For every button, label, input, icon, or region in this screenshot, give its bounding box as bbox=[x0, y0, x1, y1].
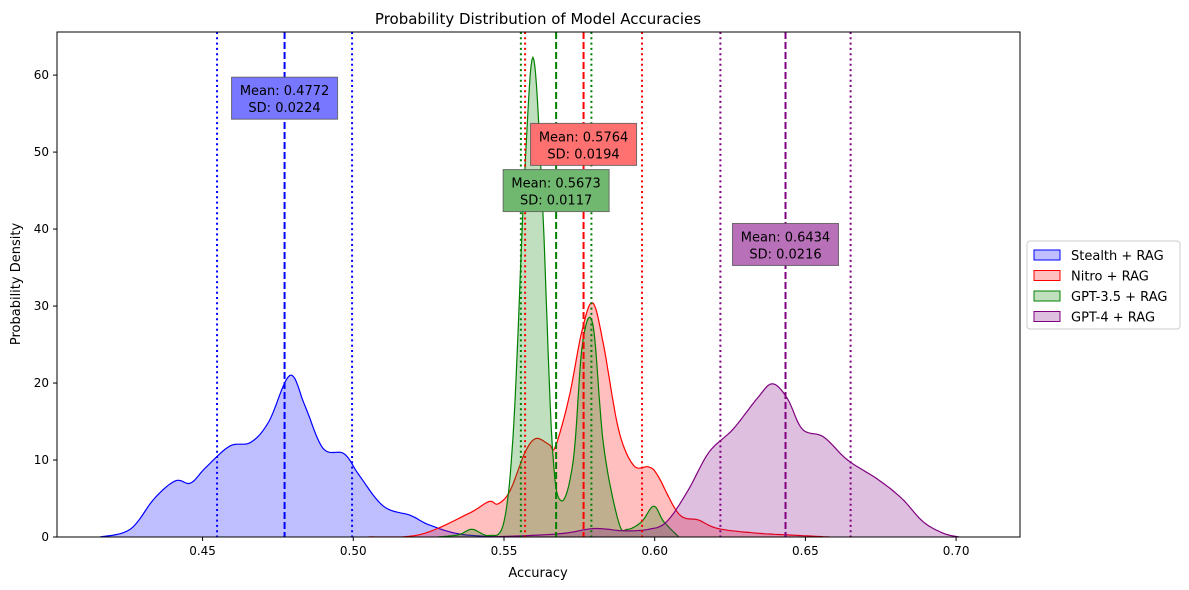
annotation-sd-3: SD: 0.0216 bbox=[749, 247, 821, 262]
annotation-box-2 bbox=[502, 169, 610, 213]
annotation-mean-3: Mean: 0.6434 bbox=[741, 230, 830, 245]
annotation-sd-1: SD: 0.0194 bbox=[547, 147, 619, 162]
x-tick-label-2: 0.55 bbox=[491, 544, 518, 558]
density-line-2 bbox=[437, 55, 680, 537]
y-tick-label-3: 30 bbox=[34, 299, 49, 313]
annotation-mean-2: Mean: 0.5673 bbox=[511, 177, 600, 192]
x-tick-label-4: 0.65 bbox=[792, 544, 819, 558]
legend-label-0: Stealth + RAG bbox=[1071, 249, 1164, 264]
y-tick-label-2: 20 bbox=[34, 376, 49, 390]
annotation-sd-2: SD: 0.0117 bbox=[520, 194, 592, 209]
legend-swatch-3 bbox=[1033, 311, 1061, 322]
y-axis-label: Probability Density bbox=[9, 223, 24, 346]
legend-frame bbox=[1026, 240, 1181, 330]
density-area-3 bbox=[488, 383, 960, 537]
x-tick-label-5: 0.70 bbox=[943, 544, 970, 558]
x-tick-label-1: 0.50 bbox=[340, 544, 367, 558]
legend-label-3: GPT-4 + RAG bbox=[1071, 311, 1155, 326]
x-tick-label-3: 0.60 bbox=[641, 544, 668, 558]
y-tick-label-6: 60 bbox=[34, 68, 49, 82]
density-line-1 bbox=[368, 302, 830, 537]
annotation-box-3 bbox=[732, 222, 840, 266]
y-tick-label-0: 0 bbox=[41, 530, 49, 544]
density-line-3 bbox=[488, 383, 960, 537]
legend-label-1: Nitro + RAG bbox=[1071, 270, 1149, 285]
plot-frame bbox=[56, 31, 1021, 538]
legend-swatch-0 bbox=[1033, 249, 1061, 261]
legend-swatch-2 bbox=[1033, 290, 1061, 302]
chart-title: Probability Distribution of Model Accura… bbox=[375, 10, 701, 28]
annotation-sd-0: SD: 0.0224 bbox=[248, 101, 320, 116]
annotation-box-1 bbox=[530, 122, 638, 166]
annotation-mean-1: Mean: 0.5764 bbox=[539, 130, 628, 145]
x-axis-label: Accuracy bbox=[508, 566, 568, 581]
legend-label-2: GPT-3.5 + RAG bbox=[1071, 290, 1167, 305]
annotation-mean-0: Mean: 0.4772 bbox=[240, 84, 329, 99]
density-area-1 bbox=[368, 302, 830, 537]
y-tick-label-1: 10 bbox=[34, 453, 49, 467]
annotation-box-0 bbox=[231, 76, 339, 120]
y-tick-label-4: 40 bbox=[34, 222, 49, 236]
legend: Stealth + RAG Nitro + RAG GPT-3.5 + RAG GPT… bbox=[1026, 240, 1181, 330]
x-tick-label-0: 0.45 bbox=[189, 544, 216, 558]
density-area-0 bbox=[100, 375, 498, 537]
legend-swatch-1 bbox=[1033, 270, 1061, 281]
density-line-0 bbox=[99, 374, 499, 537]
y-tick-label-5: 50 bbox=[34, 145, 49, 159]
